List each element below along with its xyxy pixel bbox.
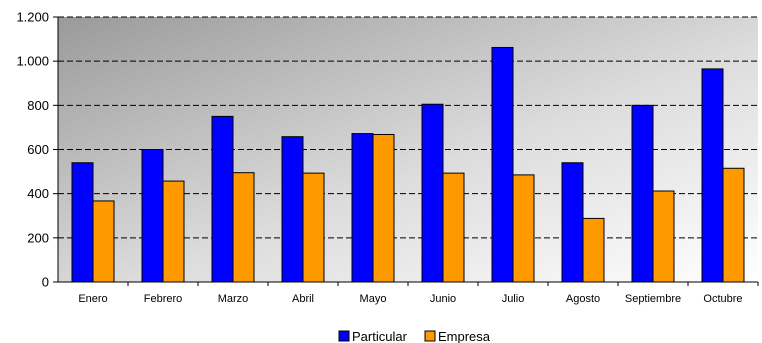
x-tick-label: Septiembre (625, 293, 681, 305)
bar-particular (701, 68, 724, 283)
x-tick-label: Enero (78, 293, 107, 305)
bar-empresa (302, 172, 325, 283)
x-axis-ticks: Enero Febrero Marzo Abril Mayo Junio Julio Agos… (78, 282, 759, 305)
bar-particular (141, 149, 164, 283)
x-tick-label: Febrero (144, 293, 183, 305)
bar-empresa (722, 167, 745, 283)
legend-swatch-particular (338, 330, 350, 342)
bars (71, 46, 745, 283)
x-tick-label: Junio (430, 293, 456, 305)
y-tick-label: 800 (27, 98, 49, 113)
x-tick-label: Marzo (218, 293, 249, 305)
y-tick-label: 200 (27, 230, 49, 245)
legend-swatch-empresa (424, 330, 436, 342)
bar-particular (71, 162, 94, 283)
bar-particular (351, 133, 374, 283)
bar-empresa (652, 190, 675, 283)
bar-particular (561, 162, 584, 283)
bar-empresa (372, 133, 395, 283)
bar-empresa (162, 180, 185, 283)
bar-empresa (442, 172, 465, 283)
x-tick-label: Octubre (703, 293, 742, 305)
x-tick-label: Mayo (360, 293, 387, 305)
y-axis-ticks: 0 200 400 600 800 1.000 1.200 (16, 10, 58, 290)
bar-particular (631, 104, 654, 283)
y-tick-label: 1.000 (16, 54, 49, 69)
bar-particular (421, 103, 444, 283)
bar-empresa (582, 217, 605, 283)
x-tick-label: Abril (292, 293, 314, 305)
bar-particular (491, 46, 514, 283)
y-tick-label: 400 (27, 186, 49, 201)
y-tick-label: 0 (42, 275, 49, 290)
legend: Particular Empresa (338, 329, 491, 343)
bar-particular (281, 136, 304, 283)
x-tick-label: Julio (502, 293, 525, 305)
x-tick-label: Agosto (566, 293, 600, 305)
bar-empresa (92, 200, 115, 283)
bar-empresa (232, 172, 255, 283)
legend-label-empresa: Empresa (438, 329, 491, 343)
bar-particular (211, 115, 234, 283)
y-tick-label: 1.200 (16, 10, 49, 25)
y-tick-label: 600 (27, 142, 49, 157)
bar-empresa (512, 174, 535, 283)
legend-label-particular: Particular (352, 329, 408, 343)
